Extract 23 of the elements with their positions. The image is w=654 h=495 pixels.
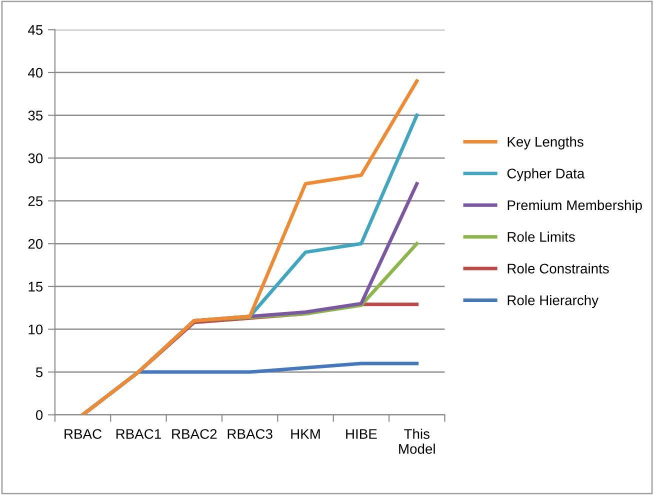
legend-label: Role Hierarchy — [508, 295, 599, 308]
legend-label: Cypher Data — [507, 168, 585, 182]
y-tick-label: 35 — [28, 110, 43, 120]
x-tick-label: HKM — [291, 429, 320, 439]
y-tick-label: 30 — [28, 153, 43, 164]
y-tick-label: 20 — [28, 238, 43, 249]
x-tick-label: RBAC1 — [116, 429, 161, 439]
x-tick-label: HIBE — [346, 429, 377, 439]
legend-label: Role Limits — [508, 232, 575, 242]
x-tick-label: RBAC3 — [228, 429, 272, 439]
y-tick-label: 10 — [28, 324, 43, 334]
y-tick-label: 25 — [28, 196, 43, 206]
legend-label: Key Lengths — [508, 136, 584, 150]
y-tick-label: 40 — [28, 68, 43, 78]
y-tick-label: 0 — [36, 410, 43, 420]
x-tick-label: RBAC2 — [172, 429, 217, 439]
legend-label: Role Constraints — [508, 263, 609, 274]
y-tick-label: 45 — [28, 25, 43, 35]
legend-label: Premium Membership — [508, 200, 642, 213]
y-tick-label: 15 — [28, 282, 43, 292]
y-tick-label: 5 — [36, 367, 43, 378]
x-tick-label: This Model — [399, 428, 435, 454]
x-tick-label: RBAC — [64, 429, 102, 439]
